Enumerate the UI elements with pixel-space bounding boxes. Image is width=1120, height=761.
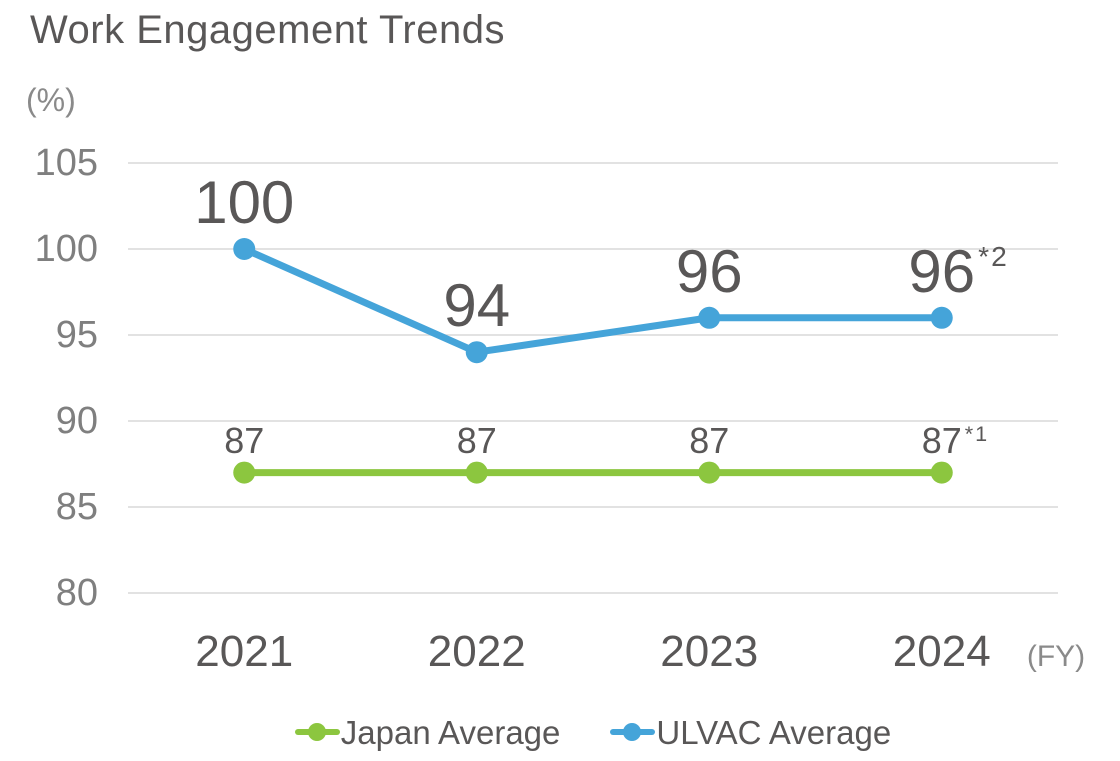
legend-label-ulvac-average: ULVAC Average bbox=[656, 713, 892, 751]
x-tick-label-2022: 2022 bbox=[427, 627, 526, 676]
series-line-ulvac-average bbox=[240, 245, 946, 356]
data-point-ulvac-average-2021 bbox=[233, 238, 256, 260]
data-label-ulvac-average-2023: 96 bbox=[676, 241, 743, 302]
data-point-japan-average-2023 bbox=[698, 461, 721, 484]
legend-item-ulvac-average: ULVAC Average bbox=[610, 716, 891, 749]
legend-label-japan-average: Japan Average bbox=[340, 713, 561, 751]
value-label-japan-average-2022: 87 bbox=[456, 419, 497, 461]
y-tick-label-105: 105 bbox=[34, 142, 98, 184]
y-tick-label-100: 100 bbox=[34, 228, 98, 270]
data-point-japan-average-2022 bbox=[465, 461, 488, 484]
x-tick-label-2023: 2023 bbox=[660, 627, 759, 676]
value-label-ulvac-average-2024: 96 bbox=[908, 237, 976, 305]
y-tick-label-95: 95 bbox=[55, 314, 98, 356]
data-point-ulvac-average-2023 bbox=[698, 306, 721, 329]
value-label-japan-average-2021: 87 bbox=[224, 419, 265, 461]
x-axis-unit-label: (FY) bbox=[1026, 640, 1086, 673]
data-label-japan-average-2024: 87 *1 bbox=[921, 419, 987, 461]
data-label-ulvac-average-2024: 96 *2 bbox=[908, 241, 1006, 302]
data-point-japan-average-2021 bbox=[233, 461, 256, 484]
data-label-japan-average-2022: 87 bbox=[456, 419, 497, 461]
value-label-japan-average-2023: 87 bbox=[689, 419, 730, 461]
y-axis-unit-label: (%) bbox=[26, 82, 76, 118]
ulvac-average-line-marker-icon bbox=[610, 723, 656, 741]
japan-average-dot-marker-icon bbox=[307, 723, 326, 741]
ulvac-average-dot-marker-icon bbox=[623, 723, 642, 741]
y-tick-label-80: 80 bbox=[55, 572, 98, 614]
value-label-ulvac-average-2022: 94 bbox=[443, 272, 511, 340]
footnote-marker-ulvac-average: *2 bbox=[978, 239, 1009, 272]
japan-average-line-marker-icon bbox=[294, 723, 340, 741]
legend: Japan Average ULVAC Average bbox=[128, 709, 1058, 755]
x-tick-label-2024: 2024 bbox=[892, 627, 991, 676]
legend-item-japan-average: Japan Average bbox=[294, 713, 561, 751]
data-label-japan-average-2021: 87 bbox=[224, 419, 265, 461]
chart-title: Work Engagement Trends bbox=[30, 8, 505, 52]
x-tick-label-2021: 2021 bbox=[195, 627, 294, 676]
value-label-ulvac-average-2021: 100 bbox=[194, 169, 295, 236]
value-label-japan-average-2024: 87 bbox=[921, 419, 962, 461]
data-point-ulvac-average-2024 bbox=[930, 306, 953, 329]
data-label-japan-average-2023: 87 bbox=[689, 419, 730, 461]
value-label-ulvac-average-2023: 96 bbox=[675, 237, 743, 305]
footnote-marker-japan-average: *1 bbox=[964, 420, 990, 446]
y-tick-label-85: 85 bbox=[55, 486, 98, 528]
data-label-ulvac-average-2022: 94 bbox=[443, 276, 510, 336]
data-point-ulvac-average-2022 bbox=[465, 341, 488, 364]
data-label-ulvac-average-2021: 100 bbox=[194, 173, 294, 233]
y-tick-label-90: 90 bbox=[55, 400, 98, 442]
data-point-japan-average-2024 bbox=[930, 461, 953, 484]
